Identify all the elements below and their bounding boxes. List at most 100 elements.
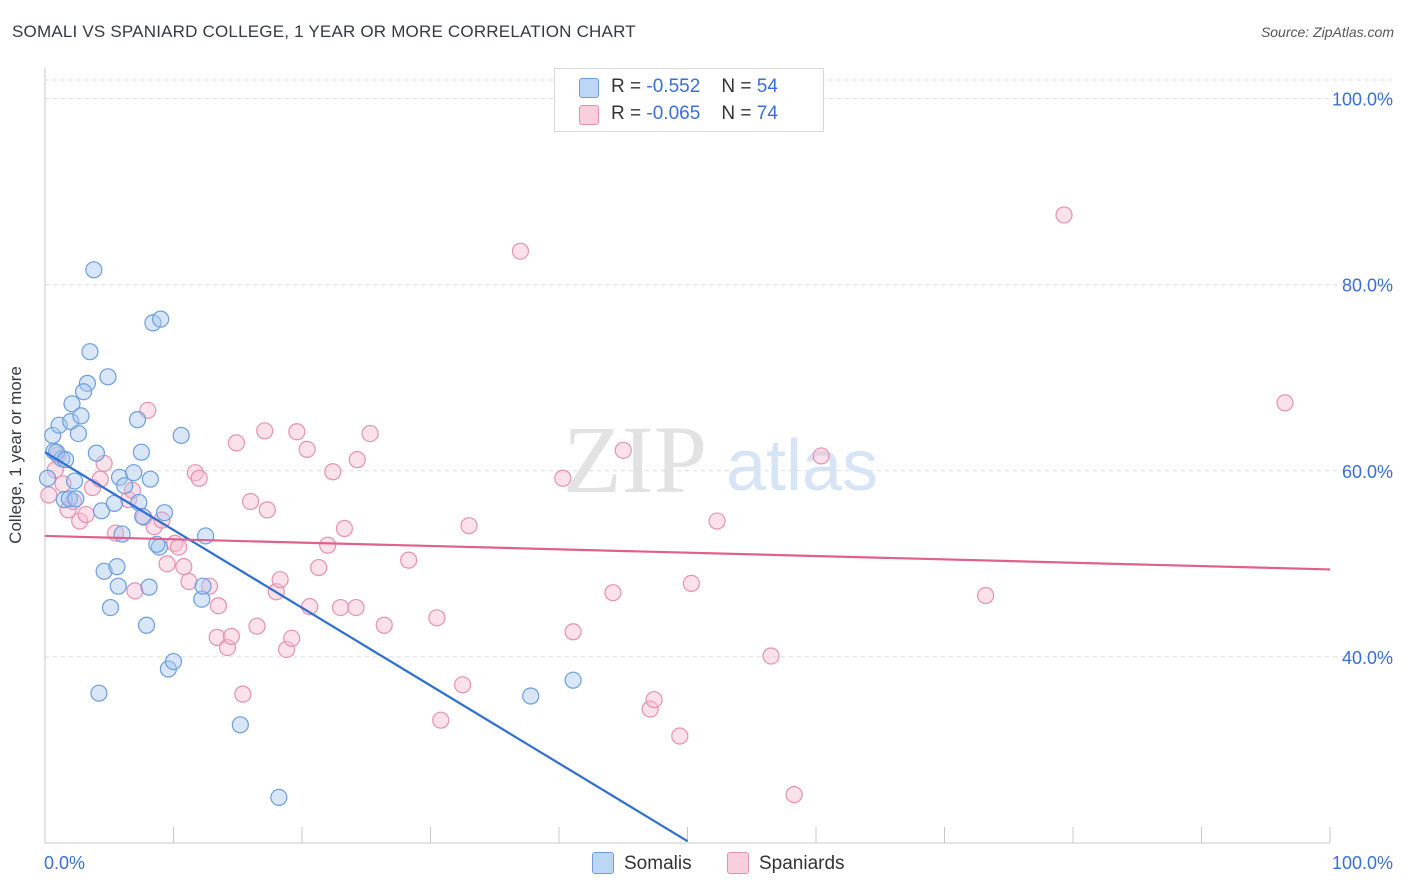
somali-point — [78, 374, 97, 392]
spaniard-point — [248, 617, 266, 635]
somali-point — [95, 562, 113, 580]
y-tick-label: 80.0% — [1342, 276, 1393, 296]
spaniard-point — [361, 424, 379, 443]
spaniard-point — [460, 517, 478, 535]
somali-point — [132, 443, 150, 461]
spaniard-point — [375, 616, 393, 634]
spaniard-point — [604, 584, 622, 602]
spaniard-point — [170, 538, 188, 556]
somali-points — [38, 261, 582, 807]
somali-point — [113, 525, 131, 543]
spaniard-point — [71, 512, 89, 530]
spaniard-trend-line — [44, 534, 1331, 571]
spaniard-n-value: 74 — [756, 103, 778, 124]
spaniard-point — [119, 491, 138, 509]
spaniard-point — [977, 586, 995, 605]
somali-point — [60, 490, 79, 508]
spaniard-point — [762, 647, 780, 665]
spaniard-point — [288, 423, 306, 441]
somali-point — [128, 411, 147, 429]
spaniard-point — [682, 574, 700, 592]
somali-point — [67, 490, 85, 508]
spaniard-point — [310, 558, 328, 577]
somali-r-label: R = — [611, 76, 642, 97]
bottom-spaniard-swatch — [727, 852, 749, 874]
somali-point — [99, 368, 117, 386]
spaniard-point — [158, 555, 176, 573]
spaniard-point — [335, 519, 354, 538]
somali-point — [148, 535, 166, 553]
somali-point — [152, 310, 170, 328]
somali-r-value: -0.552 — [646, 76, 701, 97]
spaniard-point — [511, 242, 530, 260]
spaniard-r-label: R = — [611, 103, 642, 124]
spaniard-point — [331, 598, 350, 617]
somali-point — [85, 261, 103, 279]
trend-lines — [44, 451, 1331, 843]
spaniard-point — [190, 469, 208, 487]
somali-point — [164, 652, 183, 671]
spaniard-point — [554, 469, 572, 487]
y-tick-label: 60.0% — [1342, 462, 1393, 482]
somali-n-value: 54 — [756, 76, 778, 97]
spaniard-point — [428, 609, 446, 627]
somali-point — [87, 444, 106, 462]
somali-point — [63, 395, 81, 413]
spaniard-point — [812, 447, 830, 465]
somali-point — [522, 687, 540, 705]
spaniard-point — [614, 441, 632, 459]
spaniard-r-value: -0.065 — [646, 103, 701, 124]
somali-point — [155, 504, 174, 522]
spaniard-point — [454, 676, 472, 694]
bottom-somali-swatch — [592, 852, 614, 874]
spaniard-point — [277, 640, 296, 659]
somali-point — [137, 616, 156, 634]
spaniard-point — [708, 512, 726, 530]
source-credit: Source: ZipAtlas.com — [1260, 24, 1394, 40]
spaniard-point — [126, 582, 144, 600]
x-tick-label-min: 0.0% — [44, 853, 85, 873]
somali-point — [140, 578, 158, 596]
somali-point — [69, 424, 88, 443]
somali-point — [101, 598, 120, 617]
somali-n-label: N = — [721, 76, 752, 97]
somali-point — [194, 577, 212, 595]
somali-point — [125, 464, 143, 482]
somali-point — [172, 426, 190, 445]
spaniard-point — [641, 700, 659, 718]
spaniard-point — [324, 463, 342, 481]
spaniard-swatch — [579, 105, 599, 125]
spaniard-point — [175, 558, 193, 576]
gridlines — [45, 79, 1392, 658]
bottom-spaniard-label: Spaniards — [759, 853, 845, 874]
spaniard-point — [242, 492, 260, 511]
somali-point — [72, 407, 90, 425]
somali-point — [193, 590, 211, 608]
spaniard-point — [347, 598, 365, 617]
somali-point — [270, 788, 288, 807]
tick-labels: 40.0% 60.0% 80.0% 100.0% 0.0% 100.0% — [44, 90, 1393, 873]
spaniard-point — [785, 786, 803, 804]
somali-swatch — [579, 78, 599, 98]
spaniard-point — [77, 505, 95, 524]
spaniard-point — [256, 422, 274, 440]
y-tick-label: 100.0% — [1332, 90, 1393, 110]
spaniard-point — [319, 536, 337, 554]
axes — [44, 68, 1331, 844]
spaniard-point — [1276, 394, 1294, 412]
watermark-zip: ZIP — [563, 406, 707, 513]
spaniard-point — [209, 597, 228, 615]
spaniard-points — [40, 206, 1294, 804]
chart-title: SOMALI VS SPANIARD COLLEGE, 1 YEAR OR MO… — [12, 22, 636, 41]
spaniard-point — [40, 486, 58, 504]
spaniard-point — [258, 501, 276, 519]
spaniard-point — [218, 638, 237, 657]
spaniard-point — [298, 440, 316, 459]
somali-point — [38, 469, 57, 487]
watermark: ZIP atlas — [563, 406, 878, 513]
somali-point — [90, 684, 108, 702]
spaniard-point — [227, 434, 246, 452]
somali-point — [81, 343, 99, 361]
somali-point — [231, 716, 249, 734]
